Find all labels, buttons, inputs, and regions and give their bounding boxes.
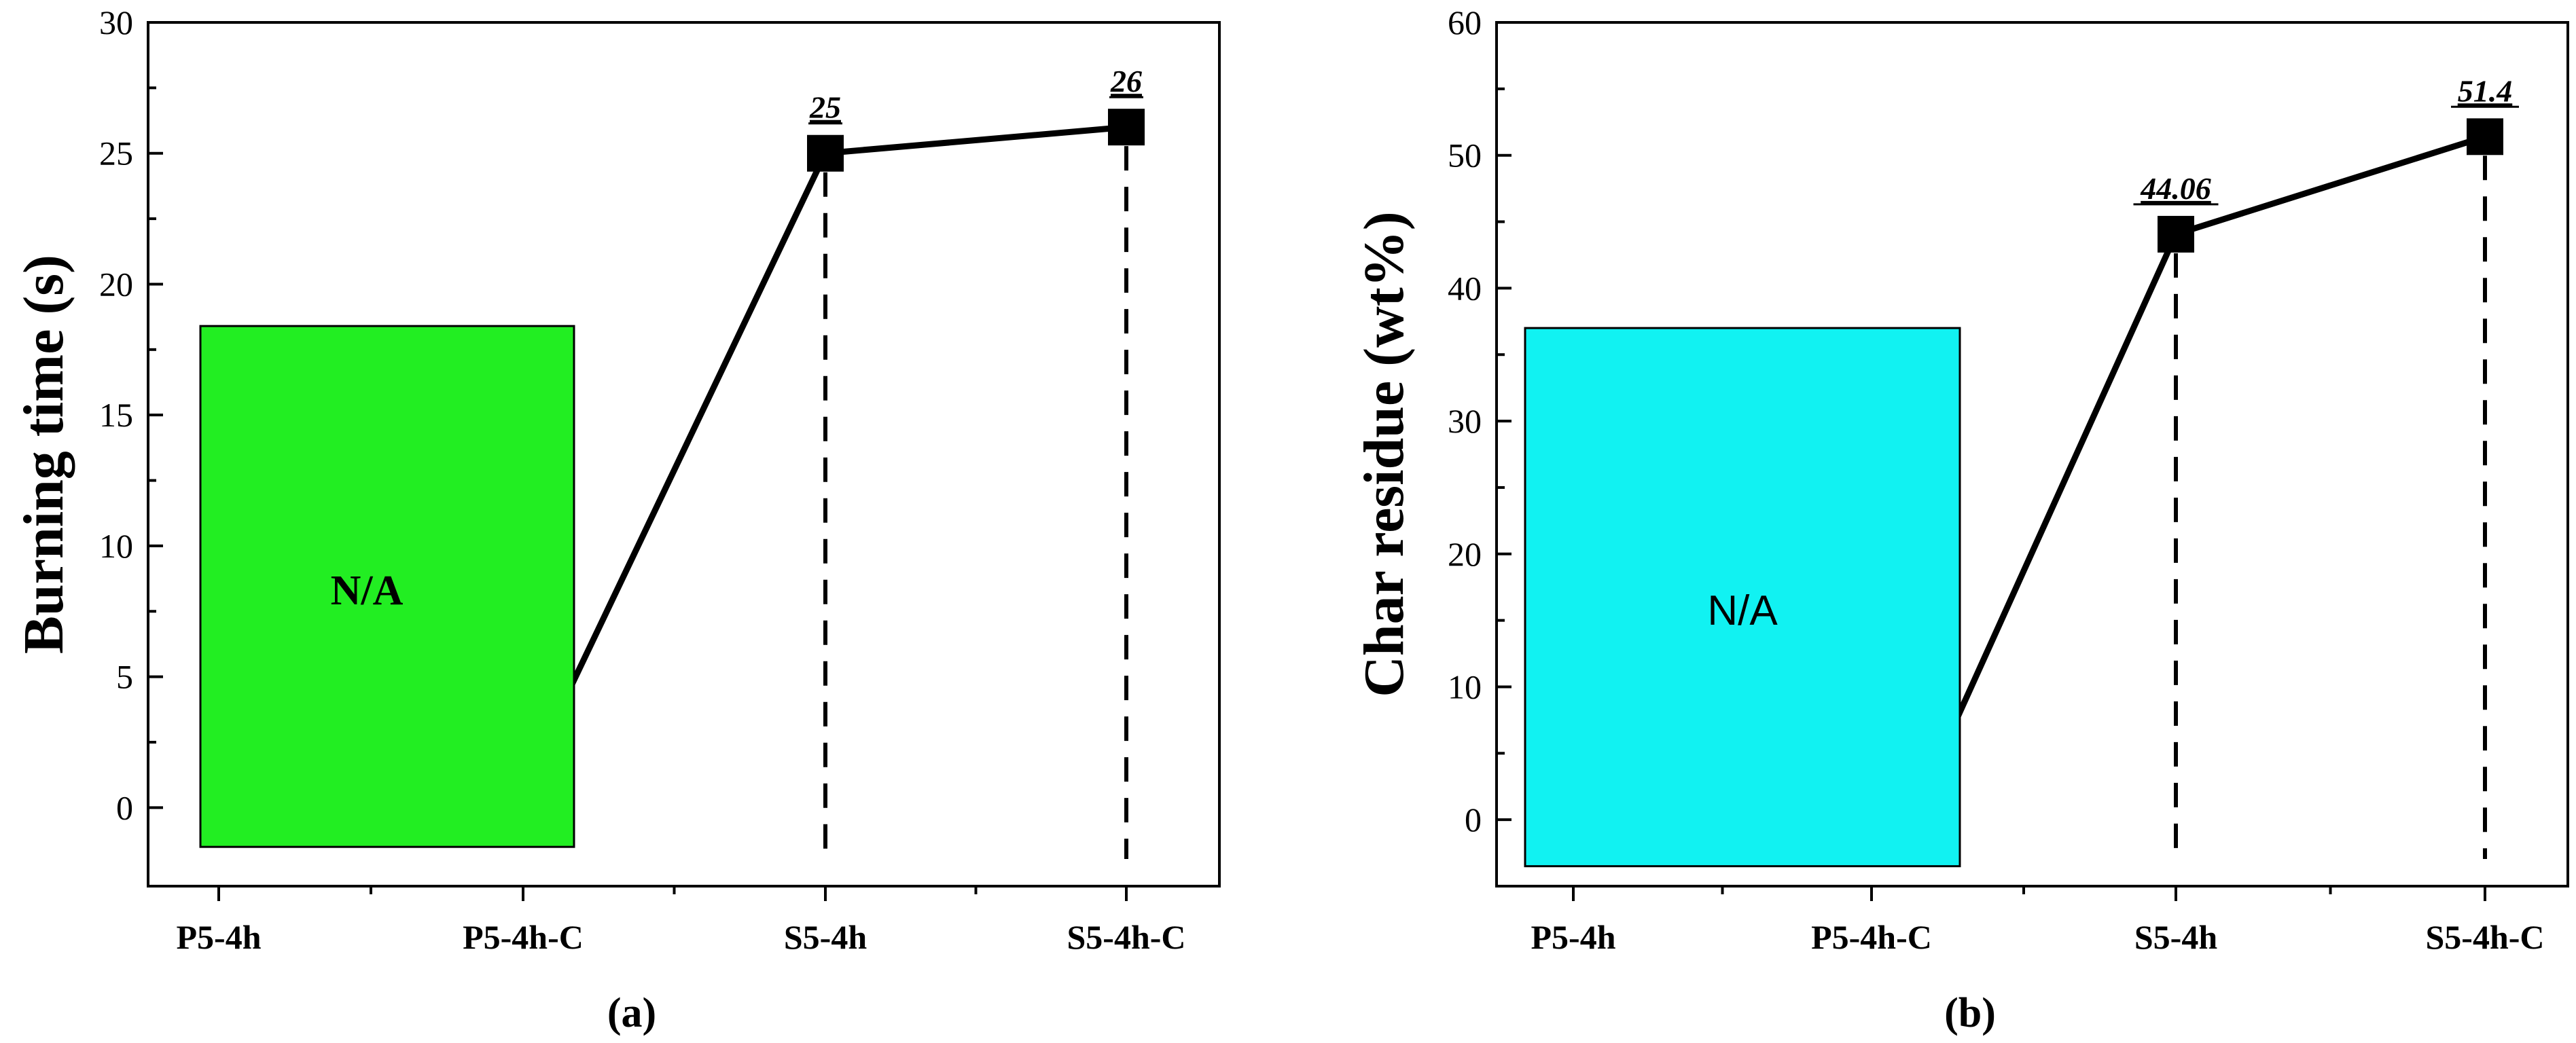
- series-line: [564, 124, 1127, 696]
- y-tick-label: 10: [1448, 667, 1482, 706]
- data-label: 25: [809, 90, 841, 125]
- y-tick-label: 50: [1448, 136, 1482, 175]
- y-tick-label: 20: [99, 265, 133, 303]
- y-tick-label: 0: [116, 788, 133, 826]
- y-tick-label: 20: [1448, 535, 1482, 573]
- panel-label: (b): [1944, 990, 1996, 1036]
- y-tick-label: 25: [99, 134, 133, 172]
- y-tick-label: 15: [99, 396, 133, 434]
- x-tick-label: P5-4h: [1531, 918, 1616, 956]
- x-tick-label: S5-4h-C: [1067, 918, 1185, 956]
- x-tick-label: S5-4h: [2134, 918, 2217, 956]
- chart-panel-b: 0 10 20 30 40 50 60 P5-4h P5-4h-C S5-4h S5-4h-C Cha…: [1353, 3, 2569, 1036]
- na-label: N/A: [331, 568, 404, 614]
- na-box: [199, 325, 575, 848]
- y-tick-label: 30: [99, 3, 133, 41]
- chart-panel-a: 0 5 10 15 20 25 30 P5-4h P5-4h-C S5-4h S5-4h-C Burn…: [12, 3, 1221, 1036]
- plot-frame: [147, 21, 1221, 888]
- panel-label: (a): [607, 990, 656, 1036]
- series-line: [1950, 134, 2486, 729]
- na-box: [1524, 327, 1961, 868]
- y-tick-label: 10: [99, 527, 133, 565]
- y-tick-label: 40: [1448, 269, 1482, 307]
- plot-frame: [1495, 21, 2569, 888]
- data-label: 44.06: [2140, 171, 2211, 206]
- y-axis-title: Burning time (s): [12, 255, 75, 654]
- na-label: N/A: [1707, 587, 1778, 634]
- y-tick-label: 0: [1465, 801, 1482, 839]
- data-label: 51.4: [2458, 73, 2513, 108]
- x-tick-label: S5-4h-C: [2425, 918, 2544, 956]
- x-tick-label: P5-4h-C: [463, 918, 584, 956]
- x-tick-label: S5-4h: [784, 918, 867, 956]
- y-tick-label: 5: [116, 658, 133, 696]
- data-point-marker: [807, 134, 844, 172]
- y-axis-title: Char residue (wt%): [1353, 211, 1416, 697]
- data-point-marker: [2467, 118, 2503, 155]
- x-tick-label: P5-4h-C: [1811, 918, 1932, 956]
- y-tick-label: 60: [1448, 3, 1482, 41]
- x-tick-label: P5-4h: [177, 918, 262, 956]
- data-label: 26: [1110, 64, 1142, 98]
- y-tick-label: 30: [1448, 402, 1482, 440]
- data-point-marker: [1108, 109, 1145, 146]
- data-point-marker: [2158, 215, 2194, 253]
